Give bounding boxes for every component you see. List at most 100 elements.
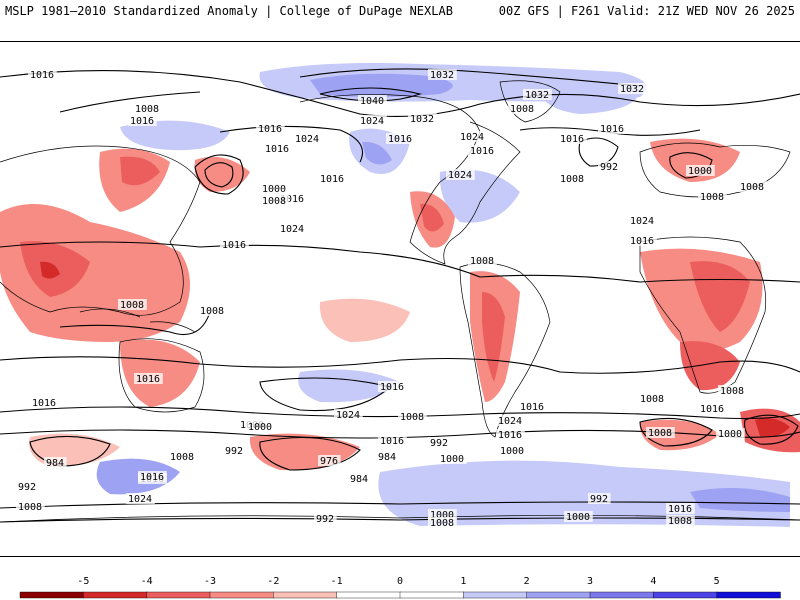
isobar-label-bg: [260, 195, 289, 206]
colorbar-segment: [209, 591, 275, 599]
anomaly-negative-africa-core: [690, 261, 750, 332]
isobar-label: 1016: [136, 374, 160, 385]
isobar-1008-tropics: [59, 311, 211, 336]
colorbar-tick-label: -2: [267, 576, 279, 587]
model-run-info: 00Z GFS | F261 Valid: 21Z WED NOV 26 202…: [498, 4, 795, 18]
isobar-label: 1032: [410, 114, 434, 125]
isobar-label-bg: [558, 133, 587, 144]
colorbar-segment: [83, 591, 148, 599]
colorbar-segment: [526, 591, 591, 599]
isobar-label: 1032: [430, 70, 454, 81]
isobar-label-bg: [16, 481, 39, 492]
anomaly-positive-east-us: [439, 169, 520, 223]
colorbar-ticks: -5 -4 -3 -2 -1 0 1 2 3 4 5: [77, 576, 719, 587]
anomaly-positive-antarctic-east: [690, 488, 790, 512]
isobar-label-bg: [428, 437, 451, 448]
isobar-label: 992: [225, 446, 243, 457]
colorbar-tick-label: 0: [397, 576, 403, 587]
isobar-label: 1008: [700, 192, 724, 203]
isobar-label-bg: [618, 83, 647, 94]
isobar-label: 1024: [360, 116, 384, 127]
isobar-label: 1016: [560, 134, 584, 145]
isobar-label-bg: [44, 457, 67, 468]
colorbar-segment: [399, 591, 465, 599]
isobar-label-bg: [30, 397, 59, 408]
isobar-label: 1000: [430, 510, 454, 521]
isobar-label-bg: [28, 69, 57, 80]
colorbar-tick-label: 3: [587, 576, 593, 587]
isobar-label: 1024: [336, 410, 360, 421]
isobar-1032-arctic: [299, 68, 641, 87]
isobar-low-nw-pacific-inner: [204, 162, 234, 188]
isobar-label: 984: [378, 452, 396, 463]
coast-europe: [639, 142, 791, 198]
anomaly-negative-east-asia: [0, 204, 190, 342]
colorbar-segments: [19, 591, 781, 599]
isobar-label: 1008: [400, 412, 424, 423]
isobar-label-bg: [168, 451, 197, 462]
isobar-label: 984: [46, 458, 64, 469]
isobar-low-south-1: [29, 435, 111, 467]
anomaly-positive-arctic-core: [310, 73, 453, 97]
colorbar-segment: [589, 591, 655, 599]
isobar-label-bg: [628, 235, 657, 246]
colorbar-tick-label: 5: [714, 576, 720, 587]
coast-asia: [0, 145, 201, 316]
anomaly-negative-east-asia-max: [40, 261, 60, 279]
isobar-label-bg: [134, 373, 163, 384]
anomaly-negative-south-atlantic-low-core: [755, 418, 790, 437]
isobar-label: 1016: [140, 472, 164, 483]
isobar-label: 1016: [265, 144, 289, 155]
isobar-label-bg: [628, 215, 657, 226]
isobar-label-bg: [256, 123, 285, 134]
isobar-label-bg: [133, 103, 162, 114]
isobar-label: 1024: [460, 132, 484, 143]
isobar-label: 1008: [648, 428, 672, 439]
isobar-label: 1040: [360, 96, 384, 107]
isobar-1008-antarctic: [0, 501, 800, 509]
isobar-label: 992: [316, 514, 334, 525]
map-title: MSLP 1981–2010 Standardized Anomaly | Co…: [5, 4, 453, 18]
anomaly-map: 1016100810161024103210161016101610161024…: [0, 63, 800, 529]
isobar-label-bg: [220, 239, 249, 250]
isobar-label-bg: [198, 305, 227, 316]
colorbar-tick-label: -1: [331, 576, 343, 587]
isobar-label-bg: [126, 493, 155, 504]
isobar-label: 1016: [668, 504, 692, 515]
isobar-label: 1032: [525, 90, 549, 101]
isobar-label-bg: [496, 415, 525, 426]
isobar-label: 1024: [128, 494, 152, 505]
isobar-label: 1016: [30, 70, 54, 81]
coast-africa: [639, 236, 767, 394]
isobar-1016-south: [0, 356, 800, 374]
isobar-1040-arctic: [319, 87, 422, 102]
colorbar-segment: [146, 591, 211, 599]
isobar-label: 1016: [280, 194, 304, 205]
isobar-label-bg: [428, 509, 457, 520]
isobar-label: 1000: [688, 166, 712, 177]
isobar-label-bg: [428, 517, 457, 528]
isobar-label-bg: [318, 173, 347, 184]
isobar-label: 1016: [32, 398, 56, 409]
isobar-label-bg: [666, 515, 695, 526]
isobar-label: 1000: [718, 429, 742, 440]
isobar-label: 1016: [520, 402, 544, 413]
isobar-label-bg: [118, 299, 147, 310]
isobar-label: 992: [590, 494, 608, 505]
isobar-label: 1008: [668, 516, 692, 527]
isobar-label-bg: [358, 95, 387, 106]
isobar-label-bg: [646, 427, 675, 438]
isobar-label-bg: [508, 103, 537, 114]
colorbar-tick-label: 1: [460, 576, 466, 587]
isobar-label-bg: [138, 471, 167, 482]
isobar-label-bg: [558, 173, 587, 184]
anomaly-negative-siberia-core: [120, 156, 160, 186]
isobar-label: 1024: [630, 216, 654, 227]
isobar-label: 1000: [500, 446, 524, 457]
anomaly-negative-mexico-core: [420, 203, 444, 232]
isobar-label-bg: [293, 133, 322, 144]
isobar-label-bg: [523, 89, 552, 100]
isobar-label-bg: [128, 115, 157, 126]
anomaly-shading: [0, 63, 800, 527]
isobar-1008-southern: [0, 406, 800, 420]
